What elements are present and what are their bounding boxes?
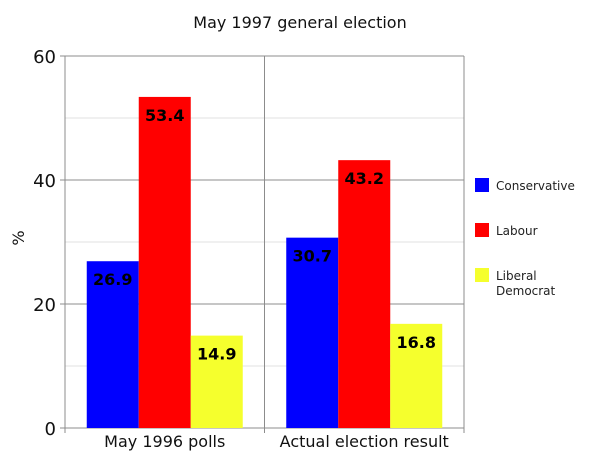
legend-swatch [475,178,489,192]
legend-swatch [475,223,489,237]
data-label: 16.8 [397,333,436,352]
y-tick-label: 60 [33,47,56,68]
y-tick-label: 40 [33,171,56,192]
legend-swatch [475,268,489,282]
bar-liberal-democrat [190,335,243,428]
legend-label-liberal-democrat: Liberal Democrat [496,269,556,298]
axes: 0 20 40 60 May 1996 polls Actual election res… [33,47,449,451]
x-tick-label: May 1996 polls [104,432,225,451]
data-label: 30.7 [293,247,332,266]
y-tick-label: 0 [45,419,56,440]
bar-conservative [286,237,339,428]
bar-labour [138,96,191,429]
data-label: 14.9 [197,345,236,364]
y-axis-label: % [9,230,28,245]
bar-conservative [86,261,139,428]
bar-liberal-democrat [390,323,443,428]
chart-title: May 1997 general election [193,13,406,32]
x-tick-label: Actual election result [280,432,449,451]
bars [86,96,443,429]
y-tick-label: 20 [33,295,56,316]
data-labels: 26.9 53.4 14.9 30.7 43.2 16.8 [93,106,436,364]
legend-label-conservative: Conservative [496,179,575,193]
data-label: 53.4 [145,106,184,125]
bar-labour [338,160,391,428]
legend-label-labour: Labour [496,224,538,238]
legend: Conservative Labour Liberal Democrat [475,178,575,298]
data-label: 43.2 [345,169,384,188]
data-label: 26.9 [93,270,132,289]
